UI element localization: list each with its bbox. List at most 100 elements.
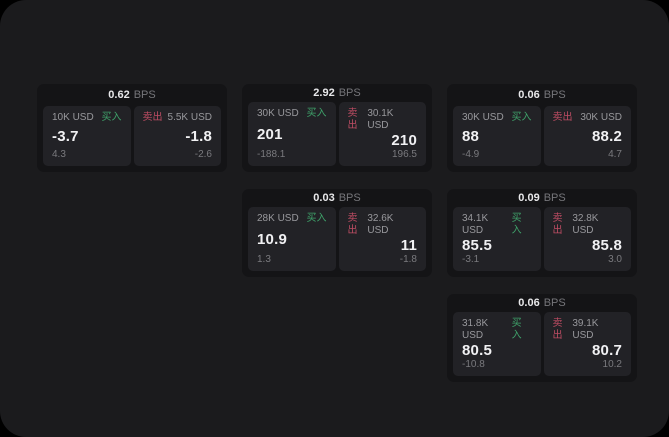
card-header: 0.09 BPS <box>453 189 631 207</box>
sell-panel[interactable]: 卖出 5.5K USD -1.8 -2.6 <box>133 106 221 166</box>
sell-delta: 3.0 <box>608 254 622 265</box>
buy-delta: 1.3 <box>257 254 271 265</box>
sell-panel[interactable]: 卖出 32.6K USD 11 -1.8 <box>338 207 426 271</box>
sell-side-label: 卖出 <box>552 213 563 236</box>
card-body: 30K USD 买入 88 -4.9 卖出 30K USD 88.2 4.7 <box>453 106 631 166</box>
buy-panel[interactable]: 30K USD 买入 201 -188.1 <box>248 102 336 166</box>
buy-price: 88 <box>462 128 480 145</box>
buy-price: 85.5 <box>462 237 492 254</box>
card-header: 0.06 BPS <box>453 294 631 312</box>
buy-price: 201 <box>257 126 283 143</box>
buy-side-label: 买入 <box>511 318 522 341</box>
card-body: 31.8K USD 买入 80.5 -10.8 卖出 39.1K USD 80.… <box>453 312 631 376</box>
spread-value: 0.62 <box>108 89 130 101</box>
sell-price: 85.8 <box>592 237 622 254</box>
sell-panel[interactable]: 卖出 32.8K USD 85.8 3.0 <box>543 207 631 271</box>
quote-card-4: 0.03 BPS 28K USD 买入 10.9 1.3 卖出 32.6K US… <box>242 189 432 277</box>
card-header: 0.62 BPS <box>43 84 221 106</box>
buy-delta: -10.8 <box>462 359 485 370</box>
sell-delta: 4.7 <box>608 149 622 160</box>
sell-price: 11 <box>400 237 417 254</box>
buy-panel-top: 31.8K USD 买入 <box>462 318 532 342</box>
buy-panel[interactable]: 10K USD 买入 -3.7 4.3 <box>43 106 131 166</box>
sell-amount: 5.5K USD <box>167 112 212 123</box>
sell-price: 88.2 <box>592 128 622 145</box>
sell-panel[interactable]: 卖出 30.1K USD 210 196.5 <box>338 102 426 166</box>
sell-panel[interactable]: 卖出 30K USD 88.2 4.7 <box>543 106 631 166</box>
sell-panel[interactable]: 卖出 39.1K USD 80.7 10.2 <box>543 312 631 376</box>
sell-delta: 10.2 <box>602 359 622 370</box>
sell-amount: 30K USD <box>580 112 622 123</box>
buy-panel-top: 28K USD 买入 <box>257 213 327 225</box>
card-header: 0.03 BPS <box>248 189 426 207</box>
buy-delta: -3.1 <box>462 254 480 265</box>
buy-panel[interactable]: 30K USD 买入 88 -4.9 <box>453 106 541 166</box>
spread-unit-label: BPS <box>338 192 361 204</box>
spread-value: 0.06 <box>518 89 540 101</box>
buy-side-label: 买入 <box>306 108 327 119</box>
sell-panel-top: 卖出 39.1K USD <box>553 318 623 342</box>
quote-card-5: 0.09 BPS 34.1K USD 买入 85.5 -3.1 卖出 32.8K… <box>447 189 637 277</box>
spread-unit-label: BPS <box>543 192 566 204</box>
card-body: 34.1K USD 买入 85.5 -3.1 卖出 32.8K USD 85.8… <box>453 207 631 271</box>
buy-panel-top: 34.1K USD 买入 <box>462 213 532 237</box>
sell-side-label: 卖出 <box>552 112 573 123</box>
sell-price: -1.8 <box>185 128 212 145</box>
spread-value: 0.06 <box>518 297 540 309</box>
buy-delta: 4.3 <box>52 149 66 160</box>
sell-side-label: 卖出 <box>347 213 358 236</box>
sell-amount: 30.1K USD <box>367 108 394 131</box>
buy-amount: 10K USD <box>52 112 94 123</box>
sell-panel-top: 卖出 5.5K USD <box>143 112 213 124</box>
buy-panel[interactable]: 28K USD 买入 10.9 1.3 <box>248 207 336 271</box>
card-header: 2.92 BPS <box>248 84 426 102</box>
buy-side-label: 买入 <box>511 213 522 236</box>
spread-value: 2.92 <box>313 87 335 99</box>
sell-price: 210 <box>391 132 417 149</box>
buy-price: -3.7 <box>52 128 79 145</box>
sell-side-label: 卖出 <box>142 112 163 123</box>
buy-panel[interactable]: 34.1K USD 买入 85.5 -3.1 <box>453 207 541 271</box>
buy-delta: -188.1 <box>257 149 286 160</box>
card-body: 28K USD 买入 10.9 1.3 卖出 32.6K USD 11 -1.8 <box>248 207 426 271</box>
sell-amount: 32.8K USD <box>572 213 599 236</box>
spread-value: 0.09 <box>518 192 540 204</box>
quote-cards-grid: 0.62 BPS 10K USD 买入 -3.7 4.3 卖出 5.5K USD <box>37 84 637 382</box>
buy-side-label: 买入 <box>101 112 122 123</box>
quote-card-6: 0.06 BPS 31.8K USD 买入 80.5 -10.8 卖出 39.1… <box>447 294 637 382</box>
buy-price: 80.5 <box>462 342 492 359</box>
buy-panel[interactable]: 31.8K USD 买入 80.5 -10.8 <box>453 312 541 376</box>
spread-unit-label: BPS <box>543 297 566 309</box>
buy-amount: 30K USD <box>257 108 299 119</box>
buy-amount: 31.8K USD <box>462 318 489 341</box>
sell-panel-top: 卖出 30K USD <box>553 112 623 124</box>
sell-delta: -1.8 <box>399 254 417 265</box>
sell-panel-top: 卖出 32.8K USD <box>553 213 623 237</box>
sell-amount: 39.1K USD <box>572 318 599 341</box>
buy-panel-top: 10K USD 买入 <box>52 112 122 124</box>
buy-panel-top: 30K USD 买入 <box>257 108 327 120</box>
quote-card-1: 0.62 BPS 10K USD 买入 -3.7 4.3 卖出 5.5K USD <box>37 84 227 172</box>
spread-unit-label: BPS <box>338 87 361 99</box>
buy-side-label: 买入 <box>306 213 327 224</box>
card-body: 10K USD 买入 -3.7 4.3 卖出 5.5K USD -1.8 -2.… <box>43 106 221 166</box>
sell-side-label: 卖出 <box>347 108 358 131</box>
spread-unit-label: BPS <box>543 89 566 101</box>
sell-panel-top: 卖出 32.6K USD <box>348 213 418 237</box>
sell-side-label: 卖出 <box>552 318 563 341</box>
sell-delta: -2.6 <box>194 149 212 160</box>
sell-amount: 32.6K USD <box>367 213 394 236</box>
buy-amount: 30K USD <box>462 112 504 123</box>
quote-card-3: 0.06 BPS 30K USD 买入 88 -4.9 卖出 30K USD <box>447 84 637 172</box>
spread-value: 0.03 <box>313 192 335 204</box>
sell-panel-top: 卖出 30.1K USD <box>348 108 418 132</box>
sell-price: 80.7 <box>592 342 622 359</box>
buy-panel-top: 30K USD 买入 <box>462 112 532 124</box>
quote-card-2: 2.92 BPS 30K USD 买入 201 -188.1 卖出 30.1K … <box>242 84 432 172</box>
buy-amount: 28K USD <box>257 213 299 224</box>
buy-price: 10.9 <box>257 231 287 248</box>
spread-unit-label: BPS <box>133 89 156 101</box>
sell-delta: 196.5 <box>391 149 417 160</box>
card-header: 0.06 BPS <box>453 84 631 106</box>
